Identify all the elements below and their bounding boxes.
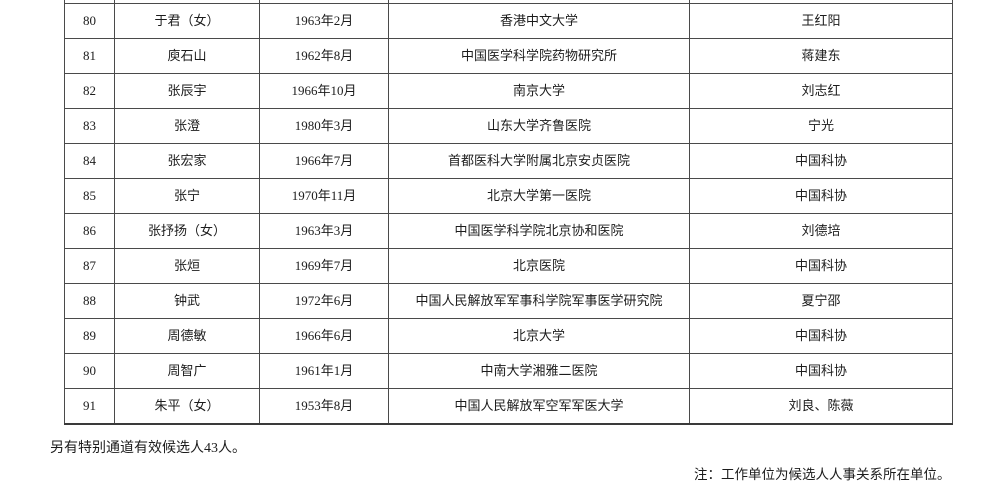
work-unit-note: 注：工作单位为候选人人事关系所在单位。 <box>694 467 951 482</box>
cell-work-unit: 中国人民解放军空军军医大学 <box>388 388 690 425</box>
table-row: 91 朱平（女） 1953年8月 中国人民解放军空军军医大学 刘良、陈薇 <box>64 388 953 425</box>
cell-name: 朱平（女） <box>114 388 260 425</box>
cell-name: 张宏家 <box>114 143 260 179</box>
column-border-stub <box>952 0 953 4</box>
cell-birth-date: 1963年3月 <box>259 213 389 249</box>
column-border-stub <box>114 0 115 4</box>
cell-name: 周智广 <box>114 353 260 389</box>
cell-number: 88 <box>64 283 115 319</box>
cell-name: 张辰宇 <box>114 73 260 109</box>
cell-recommender: 蒋建东 <box>689 38 953 74</box>
cell-name: 钟武 <box>114 283 260 319</box>
cell-number: 85 <box>64 178 115 214</box>
cell-birth-date: 1970年11月 <box>259 178 389 214</box>
cell-recommender: 夏宁邵 <box>689 283 953 319</box>
cell-recommender: 王红阳 <box>689 3 953 39</box>
cell-work-unit: 北京大学第一医院 <box>388 178 690 214</box>
cell-work-unit: 首都医科大学附属北京安贞医院 <box>388 143 690 179</box>
cell-birth-date: 1969年7月 <box>259 248 389 284</box>
table-row: 89 周德敏 1966年6月 北京大学 中国科协 <box>64 318 953 354</box>
cell-name: 张抒扬（女） <box>114 213 260 249</box>
cell-name: 张宁 <box>114 178 260 214</box>
cell-birth-date: 1953年8月 <box>259 388 389 425</box>
cell-recommender: 宁光 <box>689 108 953 144</box>
cell-number: 82 <box>64 73 115 109</box>
cell-birth-date: 1961年1月 <box>259 353 389 389</box>
cell-work-unit: 山东大学齐鲁医院 <box>388 108 690 144</box>
cell-number: 89 <box>64 318 115 354</box>
cell-name: 周德敏 <box>114 318 260 354</box>
cell-name: 庾石山 <box>114 38 260 74</box>
column-border-stub <box>64 0 65 4</box>
cell-work-unit: 南京大学 <box>388 73 690 109</box>
cell-number: 90 <box>64 353 115 389</box>
cell-name: 于君（女） <box>114 3 260 39</box>
cell-recommender: 中国科协 <box>689 178 953 214</box>
cell-recommender: 刘德培 <box>689 213 953 249</box>
cell-birth-date: 1962年8月 <box>259 38 389 74</box>
cell-number: 86 <box>64 213 115 249</box>
cell-number: 81 <box>64 38 115 74</box>
cell-birth-date: 1963年2月 <box>259 3 389 39</box>
cell-work-unit: 中国医学科学院北京协和医院 <box>388 213 690 249</box>
table-row: 83 张澄 1980年3月 山东大学齐鲁医院 宁光 <box>64 108 953 144</box>
cell-recommender: 中国科协 <box>689 353 953 389</box>
column-border-stub <box>388 0 389 4</box>
cell-name: 张烜 <box>114 248 260 284</box>
column-border-stub <box>259 0 260 4</box>
cell-recommender: 刘良、陈薇 <box>689 388 953 425</box>
cell-number: 83 <box>64 108 115 144</box>
table-row: 82 张辰宇 1966年10月 南京大学 刘志红 <box>64 73 953 109</box>
table-row: 88 钟武 1972年6月 中国人民解放军军事科学院军事医学研究院 夏宁邵 <box>64 283 953 319</box>
cell-birth-date: 1966年10月 <box>259 73 389 109</box>
cell-birth-date: 1966年7月 <box>259 143 389 179</box>
special-channel-note: 另有特别通道有效候选人43人。 <box>50 441 246 456</box>
cell-number: 80 <box>64 3 115 39</box>
cell-birth-date: 1972年6月 <box>259 283 389 319</box>
table-row: 90 周智广 1961年1月 中南大学湘雅二医院 中国科协 <box>64 353 953 389</box>
cell-number: 87 <box>64 248 115 284</box>
cell-work-unit: 中国医学科学院药物研究所 <box>388 38 690 74</box>
table-row: 81 庾石山 1962年8月 中国医学科学院药物研究所 蒋建东 <box>64 38 953 74</box>
table-row: 87 张烜 1969年7月 北京医院 中国科协 <box>64 248 953 284</box>
cell-number: 91 <box>64 388 115 425</box>
cell-recommender: 中国科协 <box>689 318 953 354</box>
cell-recommender: 刘志红 <box>689 73 953 109</box>
cell-name: 张澄 <box>114 108 260 144</box>
table-row: 85 张宁 1970年11月 北京大学第一医院 中国科协 <box>64 178 953 214</box>
cell-work-unit: 北京医院 <box>388 248 690 284</box>
cell-birth-date: 1980年3月 <box>259 108 389 144</box>
table-row: 86 张抒扬（女） 1963年3月 中国医学科学院北京协和医院 刘德培 <box>64 213 953 249</box>
table-row: 84 张宏家 1966年7月 首都医科大学附属北京安贞医院 中国科协 <box>64 143 953 179</box>
cell-work-unit: 北京大学 <box>388 318 690 354</box>
cell-recommender: 中国科协 <box>689 143 953 179</box>
cell-work-unit: 中南大学湘雅二医院 <box>388 353 690 389</box>
cell-recommender: 中国科协 <box>689 248 953 284</box>
cell-number: 84 <box>64 143 115 179</box>
cell-work-unit: 香港中文大学 <box>388 3 690 39</box>
cell-birth-date: 1966年6月 <box>259 318 389 354</box>
column-border-stub <box>689 0 690 4</box>
candidates-table: 80 于君（女） 1963年2月 香港中文大学 王红阳 81 庾石山 1962年8月 中国医学科… <box>64 3 953 425</box>
table-row: 80 于君（女） 1963年2月 香港中文大学 王红阳 <box>64 3 953 39</box>
cell-work-unit: 中国人民解放军军事科学院军事医学研究院 <box>388 283 690 319</box>
